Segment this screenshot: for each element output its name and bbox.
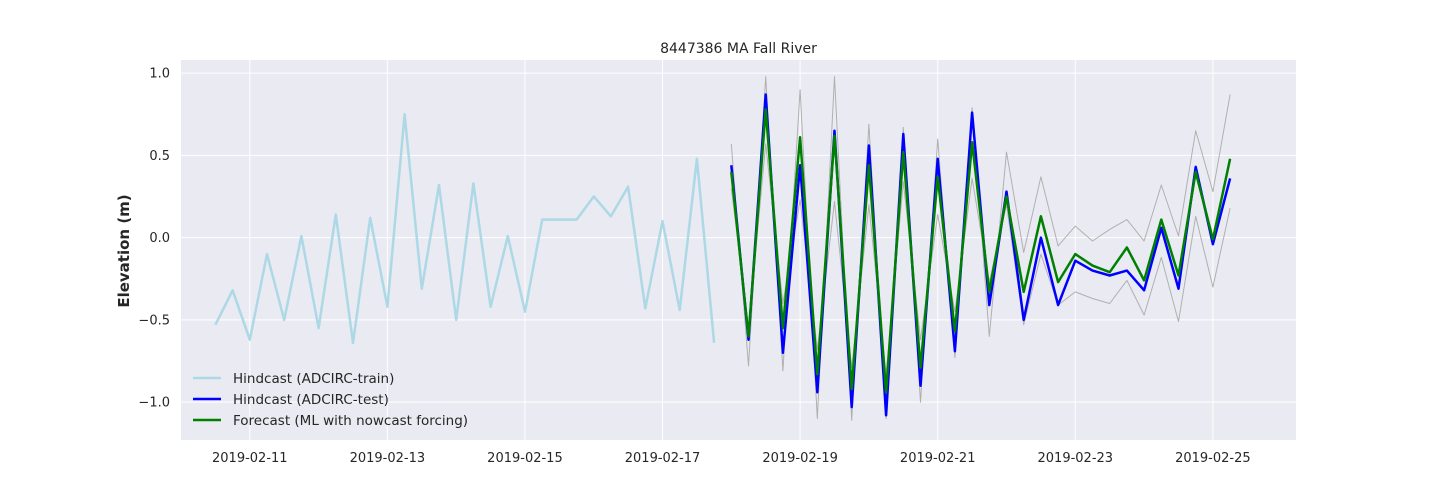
y-tick-labels: −1.0 −0.5 0.0 0.5 1.0: [138, 67, 170, 411]
x-tick-label: 2019-02-13: [350, 451, 426, 466]
legend-label: Hindcast (ADCIRC-test): [233, 392, 389, 408]
y-tick-label: 0.5: [149, 149, 170, 164]
chart-title: 8447386 MA Fall River: [660, 41, 817, 57]
x-tick-label: 2019-02-21: [900, 451, 976, 466]
y-tick-label: −1.0: [138, 396, 170, 411]
x-tick-label: 2019-02-15: [487, 451, 563, 466]
y-tick-label: 0.0: [149, 231, 170, 246]
x-tick-label: 2019-02-25: [1175, 451, 1251, 466]
x-tick-label: 2019-02-19: [762, 451, 838, 466]
x-tick-labels: 2019-02-11 2019-02-13 2019-02-15 2019-02-17…: [212, 451, 1251, 466]
y-axis-label: Elevation (m): [115, 194, 133, 307]
series-line-3: [730, 108, 1232, 394]
x-tick-label: 2019-02-11: [212, 451, 288, 466]
y-tick-label: 1.0: [149, 67, 170, 82]
legend-label: Hindcast (ADCIRC-train): [233, 371, 394, 387]
series-line-1: [214, 113, 716, 345]
x-tick-label: 2019-02-23: [1038, 451, 1114, 466]
y-tick-label: −0.5: [138, 313, 170, 328]
legend: Hindcast (ADCIRC-train) Hindcast (ADCIRC-…: [193, 371, 468, 429]
series-lines: [214, 76, 1232, 421]
x-tick-label: 2019-02-17: [625, 451, 701, 466]
legend-label: Forecast (ML with nowcast forcing): [233, 413, 468, 429]
